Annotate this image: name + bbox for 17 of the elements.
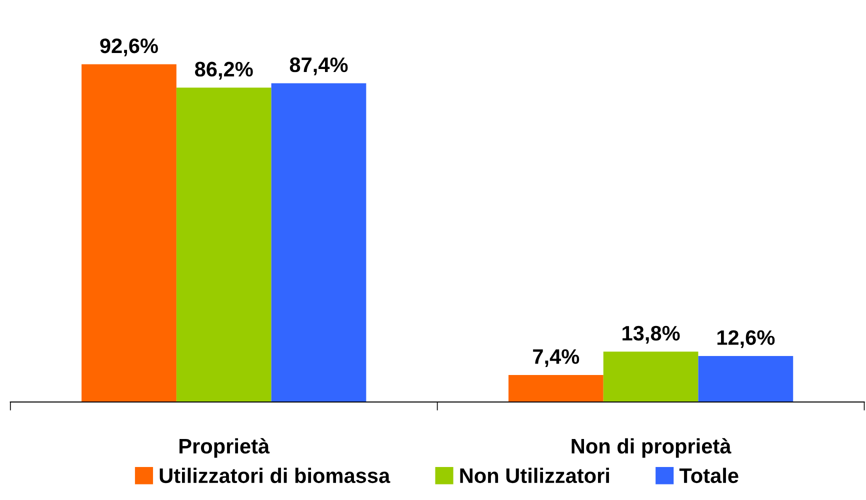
data-label: 87,4% — [290, 57, 348, 76]
data-label: 13,8% — [622, 326, 680, 344]
legend-label: Non Utilizzatori — [460, 468, 609, 484]
x-tick-label: Non di proprietà — [572, 438, 732, 458]
data-label: 12,6% — [717, 330, 775, 348]
data-label: 92,6% — [100, 38, 158, 56]
x-tick-label: Proprietà — [180, 438, 270, 458]
data-label: 86,2% — [194, 62, 253, 80]
data-label: 7,4% — [533, 349, 580, 367]
bar — [271, 83, 366, 402]
bar — [603, 352, 698, 402]
bar — [508, 375, 604, 402]
bar — [698, 356, 794, 402]
legend-label: Utilizzatori di biomassa — [160, 468, 390, 484]
bar — [82, 64, 176, 402]
bar — [176, 88, 272, 402]
legend-label: Totale — [679, 468, 738, 484]
